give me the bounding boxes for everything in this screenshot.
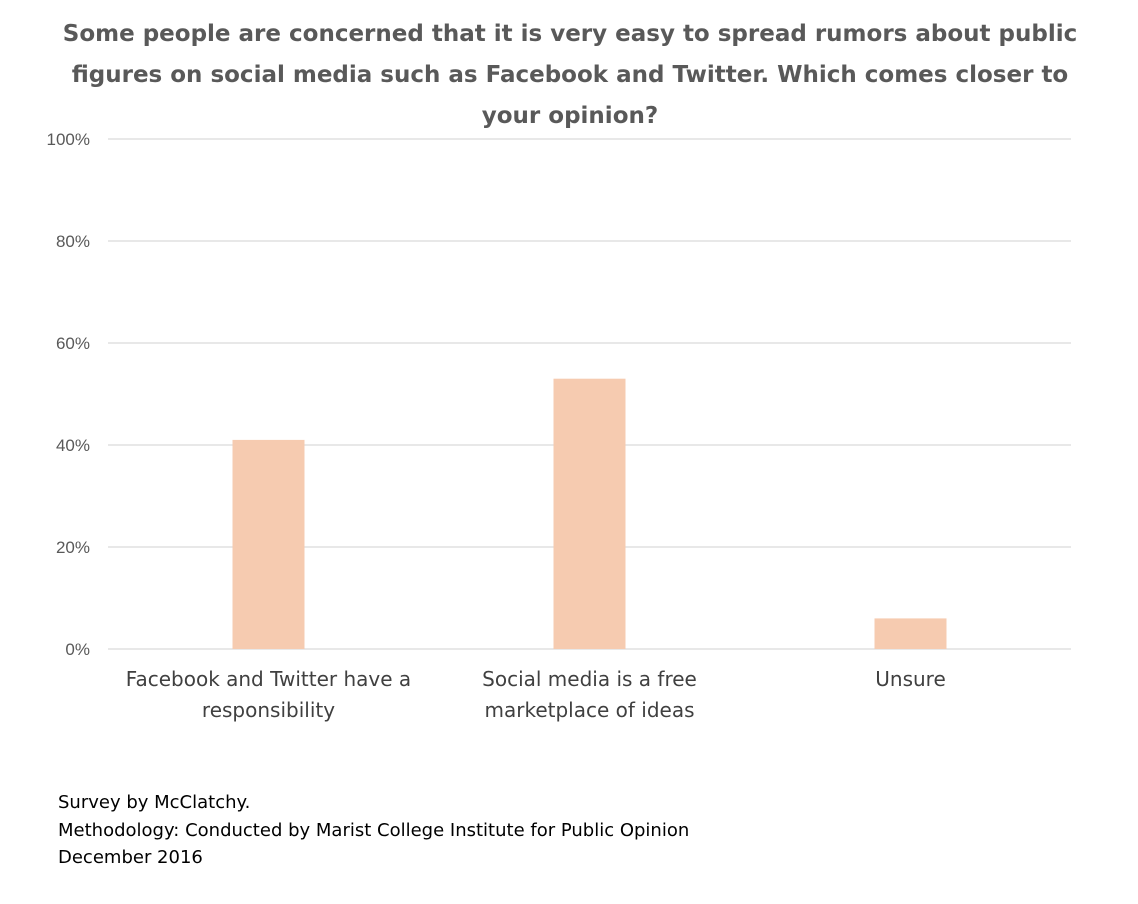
y-tick-label: 60% <box>56 334 90 353</box>
x-category-label: Unsure <box>875 667 946 691</box>
bar <box>232 439 305 649</box>
chart-title: Some people are concerned that it is ver… <box>62 21 1078 129</box>
methodology-note: Methodology: Conducted by Marist College… <box>58 820 690 841</box>
y-tick-label: 80% <box>56 232 90 251</box>
x-category-label: Facebook and Twitter have a responsibilit… <box>126 667 411 722</box>
x-axis-labels: Facebook and Twitter have a responsibilit… <box>126 667 946 722</box>
bar <box>874 618 947 649</box>
y-axis-ticks: 0% 20% 40% 60% 80% 100% <box>47 130 90 659</box>
y-tick-label: 20% <box>56 538 90 557</box>
y-tick-label: 40% <box>56 436 90 455</box>
y-tick-label: 0% <box>65 640 90 659</box>
source-note: Survey by McClatchy. <box>58 792 251 813</box>
y-tick-label: 100% <box>47 130 90 149</box>
bar <box>553 378 626 649</box>
bars <box>232 378 947 649</box>
date-note: December 2016 <box>58 847 203 868</box>
x-category-label: Social media is a free marketplace of ide… <box>482 667 697 722</box>
